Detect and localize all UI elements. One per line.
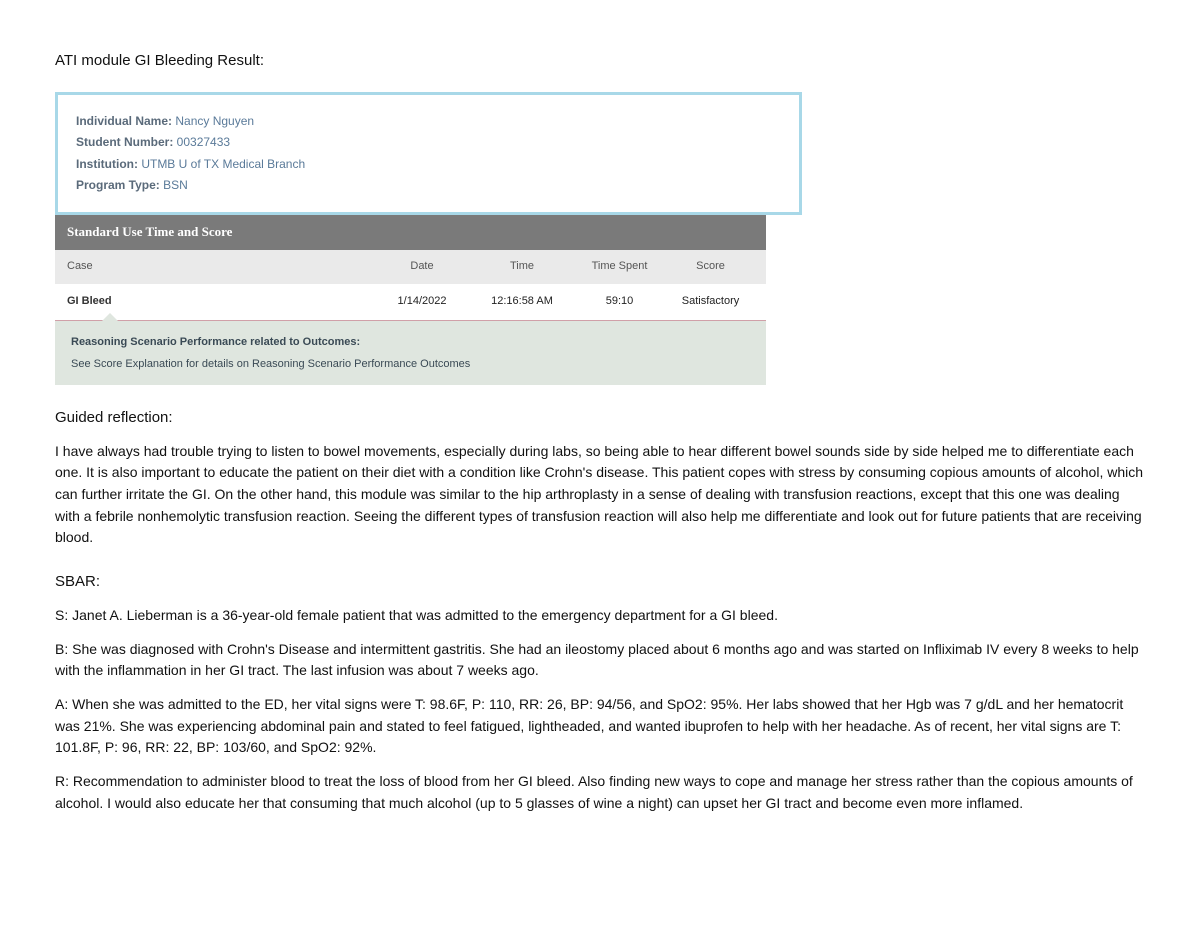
program-type-row: Program Type: BSN: [76, 177, 781, 194]
institution-row: Institution: UTMB U of TX Medical Branch: [76, 156, 781, 173]
program-type-label: Program Type:: [76, 178, 160, 192]
individual-name-row: Individual Name: Nancy Nguyen: [76, 113, 781, 130]
col-score-header: Score: [667, 259, 754, 275]
sbar-heading: SBAR:: [55, 571, 1145, 593]
institution-value: UTMB U of TX Medical Branch: [138, 157, 305, 171]
cell-score: Satisfactory: [667, 294, 754, 310]
section-header-bar: Standard Use Time and Score: [55, 215, 766, 250]
sbar-r: R: Recommendation to administer blood to…: [55, 771, 1145, 814]
sbar-b: B: She was diagnosed with Crohn's Diseas…: [55, 639, 1145, 682]
table-header-row: Case Date Time Time Spent Score: [55, 250, 766, 284]
student-number-value: 00327433: [173, 135, 230, 149]
outcome-box: Reasoning Scenario Performance related t…: [55, 321, 766, 385]
col-time-header: Time: [472, 259, 572, 275]
col-case-header: Case: [67, 259, 372, 275]
score-table: Case Date Time Time Spent Score GI Bleed…: [55, 250, 766, 385]
program-type-value: BSN: [160, 178, 188, 192]
callout-arrow-icon: [101, 313, 119, 322]
sbar-a: A: When she was admitted to the ED, her …: [55, 694, 1145, 759]
student-number-label: Student Number:: [76, 135, 173, 149]
student-number-row: Student Number: 00327433: [76, 134, 781, 151]
outcome-line2: See Score Explanation for details on Rea…: [71, 357, 750, 373]
sbar-s: S: Janet A. Lieberman is a 36-year-old f…: [55, 605, 1145, 627]
cell-timespent: 59:10: [572, 294, 667, 310]
outcome-line1: Reasoning Scenario Performance related t…: [71, 335, 750, 351]
individual-name-label: Individual Name:: [76, 114, 172, 128]
reflection-heading: Guided reflection:: [55, 407, 1145, 429]
table-row: GI Bleed 1/14/2022 12:16:58 AM 59:10 Sat…: [55, 284, 766, 321]
page-title: ATI module GI Bleeding Result:: [55, 50, 1145, 72]
institution-label: Institution:: [76, 157, 138, 171]
cell-case: GI Bleed: [67, 294, 372, 310]
cell-date: 1/14/2022: [372, 294, 472, 310]
individual-name-value: Nancy Nguyen: [172, 114, 254, 128]
reflection-body: I have always had trouble trying to list…: [55, 441, 1145, 549]
col-timespent-header: Time Spent: [572, 259, 667, 275]
cell-time: 12:16:58 AM: [472, 294, 572, 310]
col-date-header: Date: [372, 259, 472, 275]
individual-report-box: Individual Name: Nancy Nguyen Student Nu…: [55, 92, 802, 216]
